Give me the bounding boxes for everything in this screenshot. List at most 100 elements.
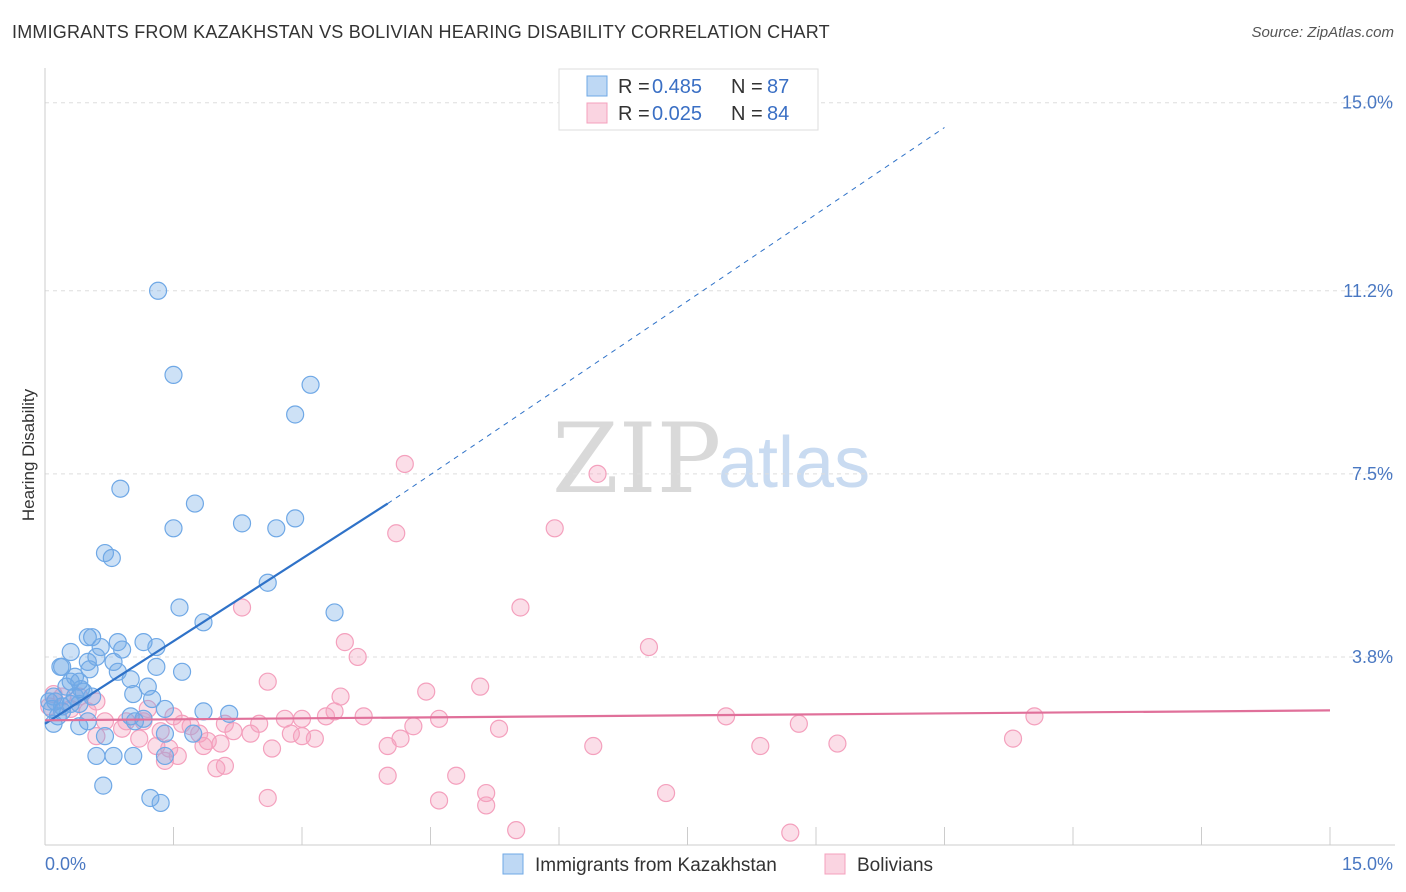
bolivians-point [639, 637, 659, 657]
y-tick-label: 7.5% [1352, 464, 1393, 484]
legend-n-label-kazakhstan: N = [731, 76, 763, 98]
kazakhstan-point [325, 603, 344, 622]
kazakhstan-point [155, 699, 175, 719]
bolivians-point [489, 719, 509, 738]
kazakhstan-point [124, 684, 143, 704]
legend-n-label-bolivians: N = [731, 103, 763, 125]
bolivians-point [507, 821, 526, 840]
legend-box [558, 68, 819, 131]
bolivians-point [588, 464, 607, 483]
bolivians-point [241, 724, 260, 743]
kazakhstan-point [164, 365, 183, 385]
bolivians-point [194, 736, 213, 756]
kazakhstan-point [124, 746, 143, 766]
y-tick-labels: 3.8% 7.5% 11.2% 15.0% [1342, 93, 1393, 667]
kazakhstan-point [125, 712, 145, 731]
bolivians-point [716, 707, 736, 726]
legend-r-value-bolivians: 0.025 [652, 103, 702, 125]
bolivians-point [130, 729, 149, 748]
kazakhstan-point [61, 642, 80, 662]
kazakhstan-point [121, 670, 140, 689]
bolivians-point [404, 717, 423, 736]
bottom-legend-label-bolivians: Bolivians [857, 855, 933, 876]
bottom-legend-label-kazakhstan: Immigrants from Kazakhstan [535, 855, 777, 876]
bolivians-point [348, 647, 367, 667]
bottom-legend: Immigrants from Kazakhstan Bolivians [502, 853, 933, 876]
bolivians-point [305, 729, 324, 748]
bolivians-point [224, 722, 243, 741]
chart-title: IMMIGRANTS FROM KAZAKHSTAN VS BOLIVIAN H… [12, 22, 830, 42]
y-tick-label: 11.2% [1343, 281, 1393, 301]
bolivians-point [258, 788, 277, 808]
bolivians-point [325, 702, 344, 721]
bolivians-point [1003, 729, 1023, 748]
bolivians-point [511, 598, 530, 617]
kazakhstan-points [40, 281, 344, 813]
kazakhstan-point [142, 689, 162, 709]
kazakhstan-point [87, 746, 106, 766]
bolivians-points [40, 454, 1044, 842]
bolivians-point [545, 519, 564, 538]
bolivians-point [378, 736, 397, 756]
bolivians-point [207, 759, 226, 778]
kazakhstan-point [194, 702, 213, 721]
kazakhstan-point [71, 680, 91, 699]
bolivians-point [395, 454, 414, 474]
kazakhstan-point [184, 724, 203, 743]
x-tick-label: 15.0% [1342, 854, 1393, 874]
bolivians-point [429, 709, 449, 728]
kazakhstan-trend-extension [387, 127, 945, 504]
bolivians-point [211, 734, 230, 753]
bolivians-point [378, 766, 397, 785]
kazakhstan-point [267, 519, 286, 538]
kazakhstan-point [185, 494, 205, 513]
kazakhstan-point [70, 717, 89, 736]
trend-lines [44, 127, 1331, 725]
kazakhstan-point [155, 724, 175, 743]
legend-swatch-kazakhstan [586, 75, 608, 97]
bolivians-point [335, 633, 354, 652]
kazakhstan-point [112, 640, 132, 659]
kazakhstan-point [301, 375, 320, 394]
watermark-atlas: atlas [718, 423, 870, 503]
kazakhstan-point [147, 657, 166, 676]
kazakhstan-trend-line [44, 502, 389, 725]
bottom-legend-swatch-bolivians [824, 853, 846, 875]
bolivians-point [429, 791, 449, 810]
legend-swatch-bolivians [586, 102, 608, 124]
kazakhstan-point [155, 746, 175, 766]
bolivians-point [354, 707, 373, 726]
source-label: Source: ZipAtlas.com [1251, 24, 1394, 41]
bolivians-point [232, 598, 252, 617]
kazakhstan-point [53, 657, 72, 676]
kazakhstan-point [164, 519, 183, 538]
kazakhstan-point [104, 746, 123, 766]
kazakhstan-point [78, 712, 97, 731]
bolivians-point [584, 736, 603, 756]
bolivians-point [1025, 707, 1044, 726]
kazakhstan-point [286, 405, 305, 424]
kazakhstan-point [78, 628, 97, 647]
kazakhstan-point [78, 652, 97, 672]
legend-r-label-kazakhstan: R = [618, 76, 650, 98]
kazakhstan-point [104, 652, 123, 672]
kazakhstan-point [102, 548, 121, 568]
bolivians-point [155, 751, 175, 770]
kazakhstan-point [170, 598, 189, 617]
legend-n-value-kazakhstan: 87 [767, 76, 789, 98]
kazakhstan-point [91, 637, 110, 657]
kazakhstan-point [286, 509, 305, 528]
bolivians-point [281, 724, 300, 743]
bolivians-point [477, 796, 496, 815]
kazakhstan-point [141, 788, 160, 808]
kazakhstan-point [172, 662, 192, 681]
y-tick-label: 3.8% [1352, 647, 1393, 667]
kazakhstan-point [151, 793, 170, 813]
bolivians-point [387, 524, 406, 543]
legend-n-value-bolivians: 84 [767, 103, 789, 125]
kazakhstan-point [232, 514, 252, 533]
y-tick-label: 15.0% [1342, 93, 1393, 113]
bolivians-trend-line [44, 709, 1331, 722]
watermark-zip: ZIP [552, 403, 721, 515]
